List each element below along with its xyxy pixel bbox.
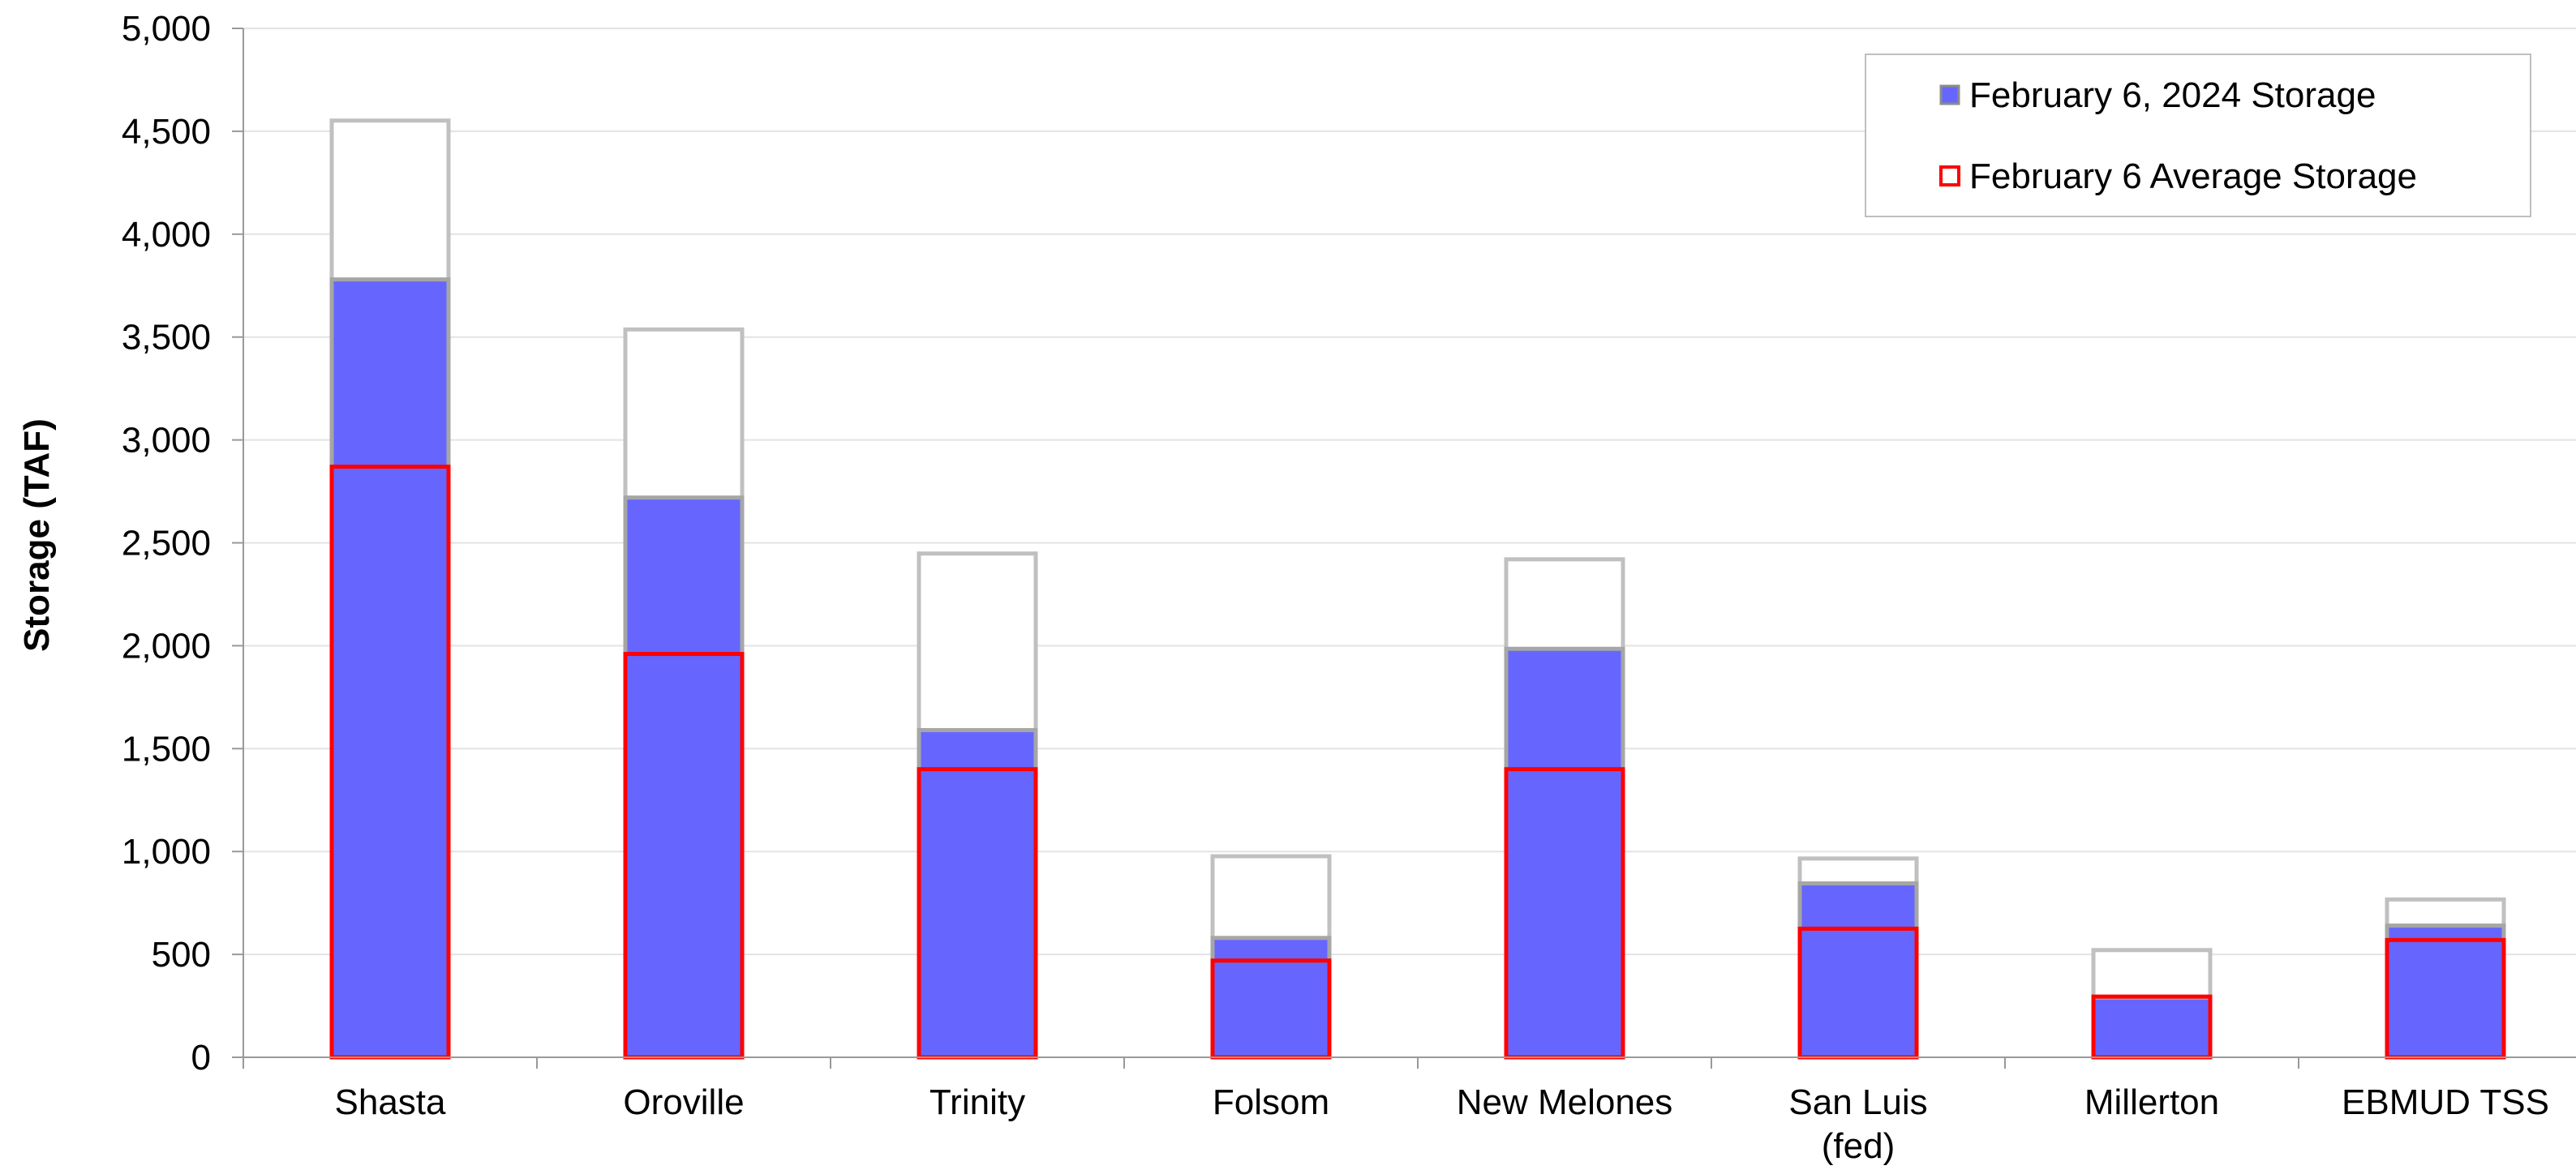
y-tick-label: 500	[152, 935, 211, 975]
x-tick-label: Folsom	[1213, 1082, 1329, 1122]
y-tick-label: 3,000	[122, 421, 211, 461]
y-tick-label: 4,500	[122, 112, 211, 152]
legend-swatch-average	[1939, 165, 1960, 186]
x-tick-label: Millerton	[2084, 1082, 2219, 1122]
x-tick-label: Oroville	[623, 1082, 744, 1122]
storage-bar	[1797, 881, 1919, 1060]
y-tick-label: 5,000	[122, 9, 211, 49]
storage-bar	[2091, 995, 2213, 1060]
storage-bar	[623, 495, 745, 1060]
y-tick-label: 3,500	[122, 318, 211, 358]
storage-bar	[1210, 936, 1332, 1060]
y-axis-ticks: 0 500 1,000 1,500 2,000 2,500 3,000 3,500 4,000 4…	[122, 9, 243, 1078]
y-tick-label: 0	[191, 1038, 211, 1078]
storage-bar	[2385, 924, 2506, 1060]
legend-box	[1865, 54, 2531, 217]
storage-bar	[917, 727, 1038, 1060]
x-tick-label: Trinity	[930, 1082, 1025, 1122]
legend-swatch-storage	[1939, 84, 1960, 105]
y-tick-label: 4,000	[122, 215, 211, 255]
x-tick-label: EBMUD TSS	[2342, 1082, 2549, 1122]
bars	[329, 118, 2506, 1060]
axes	[243, 28, 2576, 1058]
x-tick-label: New Melones	[1457, 1082, 1673, 1122]
legend-label-storage: February 6, 2024 Storage	[1969, 75, 2376, 115]
y-tick-label: 2,500	[122, 524, 211, 564]
legend-label-average: February 6 Average Storage	[1969, 156, 2417, 196]
storage-bar	[329, 277, 451, 1060]
x-tick-label: San Luis (fed)	[1788, 1082, 1927, 1166]
y-tick-label: 1,000	[122, 832, 211, 872]
storage-bar	[1504, 646, 1625, 1060]
x-tick-label: Shasta	[335, 1082, 447, 1122]
y-tick-label: 1,500	[122, 729, 211, 769]
y-axis-title: Storage (TAF)	[17, 418, 57, 652]
legend: February 6, 2024 Storage February 6 Aver…	[1865, 54, 2531, 217]
x-axis-ticks: Shasta Oroville Trinity Folsom New Melones Sa…	[243, 1057, 2549, 1166]
y-tick-label: 2,000	[122, 626, 211, 666]
